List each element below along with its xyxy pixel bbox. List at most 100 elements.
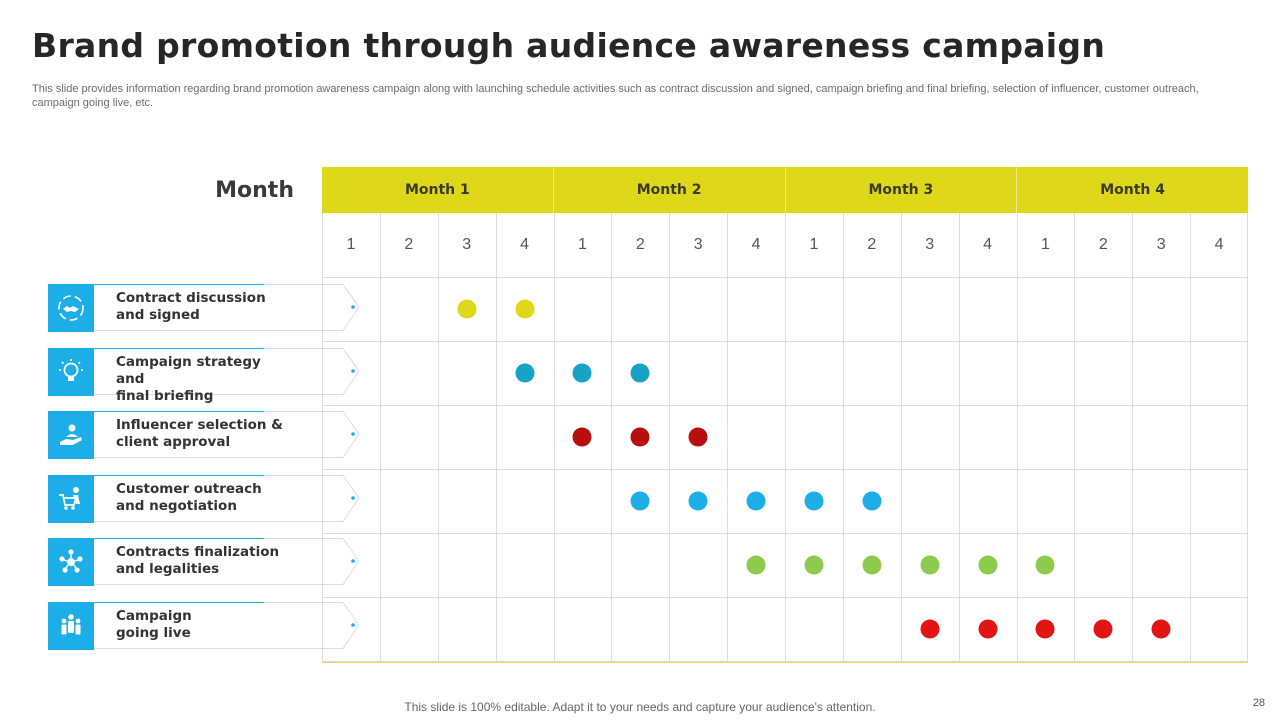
activity-label-line: Campaign [116, 608, 192, 624]
activity-frame [94, 347, 360, 395]
grid-divider-vertical [379, 213, 381, 661]
activity-label: Influencer selection & client approval [116, 417, 286, 451]
activity-label-line: Contract discussion [116, 290, 266, 306]
activity-label: Customer outreach and negotiation [116, 481, 286, 515]
activity-item: Campaign going live [48, 602, 360, 650]
gantt-grid: Month 1 Month 2 Month 3 Month 4 1 2 3 4 1 2 3 4 1 2 3… [322, 167, 1248, 663]
activity-label: Campaign going live [116, 608, 286, 642]
week-header: 2 [635, 236, 645, 253]
lightbulb-icon [48, 347, 94, 396]
team-network-icon [48, 538, 94, 587]
grid-divider-vertical [958, 213, 960, 661]
grid-divider-horizontal [322, 405, 1248, 406]
schedule-dot [1093, 619, 1113, 639]
week-header: 1 [809, 236, 819, 253]
handshake-icon [48, 284, 94, 332]
schedule-dot [862, 555, 882, 575]
page-number: 28 [1252, 697, 1265, 709]
schedule-dot [515, 299, 535, 319]
activity-frame [94, 411, 360, 459]
grid-divider-horizontal [322, 597, 1248, 598]
month-header-1: Month 1 [322, 167, 554, 213]
grid-divider-vertical [1074, 213, 1076, 661]
schedule-dot [572, 363, 592, 383]
grid-divider-horizontal [322, 661, 1248, 662]
activity-label-line: Contracts finalization [116, 544, 280, 561]
row-header-month: Month [215, 178, 294, 203]
activity-label: Contracts finalization and legalities [116, 544, 286, 578]
activity-label-line: and signed [116, 307, 200, 323]
grid-divider-vertical [495, 213, 497, 661]
month-header-3: Month 3 [786, 167, 1018, 213]
activity-frame [94, 538, 360, 586]
week-header: 4 [983, 236, 993, 253]
activity-frame [94, 474, 360, 522]
grid-divider-horizontal [322, 469, 1248, 470]
month-header-2: Month 2 [554, 167, 786, 213]
activity-label-line: Campaign strategy and [116, 353, 261, 387]
schedule-dot [746, 555, 766, 575]
grid-divider-vertical [1247, 213, 1248, 661]
week-header: 4 [751, 236, 761, 253]
activity-frame [94, 602, 360, 649]
activity-label-line: and legalities [116, 561, 220, 578]
activity-label: Contract discussion and signed [116, 290, 286, 324]
grid-divider-vertical [727, 213, 729, 661]
hand-person-icon [48, 411, 94, 460]
grid-divider-horizontal [322, 341, 1248, 342]
page-title: Brand promotion through audience awarene… [32, 26, 1106, 65]
schedule-dot [978, 555, 998, 575]
group-people-icon [48, 602, 94, 650]
week-header-row: 1 2 3 4 1 2 3 4 1 2 3 4 1 2 3 4 [322, 213, 1248, 277]
grid-divider-vertical [1132, 213, 1134, 661]
activity-item: Contract discussion and signed [48, 284, 360, 332]
activity-label-line: Customer outreach [116, 480, 262, 497]
schedule-dot [804, 491, 824, 511]
grid-divider-vertical [669, 213, 671, 661]
grid-divider-vertical [611, 213, 613, 661]
week-header: 1 [577, 236, 587, 253]
grid-divider-vertical [1190, 213, 1192, 661]
activity-item: Customer outreach and negotiation [48, 474, 360, 523]
activity-frame [94, 284, 360, 331]
schedule-dot [804, 555, 824, 575]
activity-label-line: going live [116, 625, 191, 641]
grid-divider-vertical [900, 213, 902, 661]
schedule-dot [630, 427, 650, 447]
activity-label-line: client approval [116, 434, 231, 451]
week-header: 2 [404, 236, 414, 253]
schedule-dot [920, 619, 940, 639]
schedule-dot [1151, 619, 1171, 639]
activity-label-line: and negotiation [116, 497, 237, 514]
week-header: 4 [1214, 236, 1224, 253]
page-subtitle: This slide provides information regardin… [32, 83, 1199, 109]
activity-item: Contracts finalization and legalities [48, 538, 360, 587]
week-header: 1 [1040, 236, 1050, 253]
activity-label-line: Influencer selection & [116, 417, 283, 434]
schedule-dot [457, 299, 477, 319]
week-header: 3 [925, 236, 935, 253]
schedule-dot [515, 363, 535, 383]
week-header: 2 [1098, 236, 1108, 253]
grid-divider-vertical [842, 213, 844, 661]
activity-label-line: final briefing [116, 387, 214, 404]
grid-divider-vertical [437, 213, 439, 661]
grid-divider-horizontal [322, 533, 1248, 534]
schedule-dot [572, 427, 592, 447]
week-header: 3 [693, 236, 703, 253]
schedule-dot [978, 619, 998, 639]
footer-note: This slide is 100% editable. Adapt it to… [404, 700, 876, 714]
week-header: 3 [1156, 236, 1166, 253]
grid-divider-vertical [785, 213, 786, 661]
schedule-dot [746, 491, 766, 511]
schedule-dot [630, 363, 650, 383]
schedule-dot [1035, 619, 1055, 639]
schedule-dot [688, 427, 708, 447]
schedule-dot [630, 491, 650, 511]
schedule-dot [862, 491, 882, 511]
shopping-cart-person-icon [48, 474, 94, 523]
week-header: 3 [462, 236, 472, 253]
schedule-dot [688, 491, 708, 511]
week-header: 4 [520, 236, 530, 253]
schedule-dot [1035, 555, 1055, 575]
